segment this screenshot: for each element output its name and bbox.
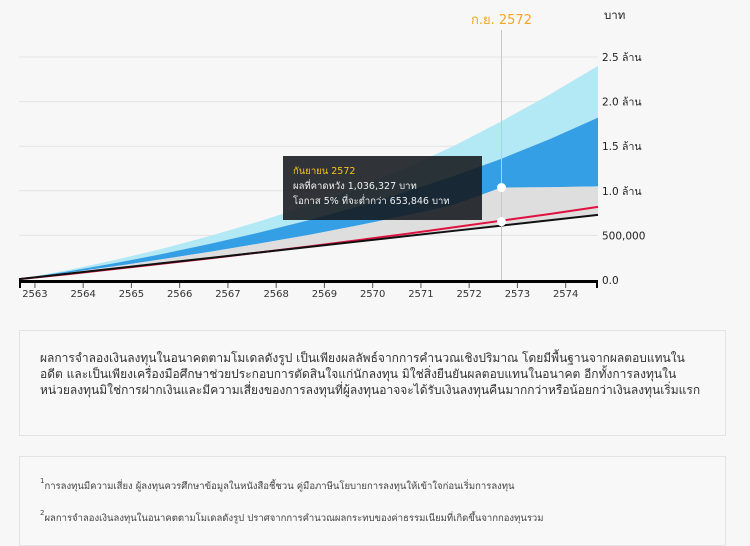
y-tick-label: 0.0: [602, 275, 619, 287]
hover-point-lower: [497, 217, 506, 227]
y-tick-label: 2.0 ล้าน: [602, 97, 642, 109]
y-axis: 0.0 500,000 1.0 ล้าน 1.5 ล้าน 2.0 ล้าน 2.5 ล้…: [602, 8, 645, 287]
x-tick-label: 2566: [167, 289, 192, 300]
x-tick-label: 2569: [312, 289, 337, 300]
x-tick-label: 2574: [553, 289, 578, 300]
footnote-text: ผลการจำลองเงินลงทุนในอนาคตตามโมเดลดังรูป…: [44, 513, 544, 524]
hover-point-expected: [497, 183, 506, 193]
x-tick-label: 2563: [22, 289, 47, 300]
x-tick-label: 2571: [408, 289, 433, 300]
disclaimer-box: ผลการจำลองเงินลงทุนในอนาคตตามโมเดลดังรูป…: [19, 330, 726, 436]
x-tick-label: 2572: [456, 289, 481, 300]
footnote-text: การลงทุนมีความเสี่ยง ผู้ลงทุนควรศึกษาข้อ…: [44, 481, 515, 492]
hover-date-label: ก.ย. 2572: [471, 13, 532, 28]
x-tick-label: 2565: [119, 289, 144, 300]
footnote-mark: 1: [40, 477, 45, 485]
x-tick-label: 2570: [360, 289, 385, 300]
x-tick-label: 2568: [263, 289, 288, 300]
y-tick-label: 1.0 ล้าน: [602, 186, 642, 198]
tooltip-lower-5pct: โอกาส 5% ที่จะต่ำกว่า 653,846 บาท: [293, 196, 450, 207]
y-tick-label: 2.5 ล้าน: [602, 52, 642, 64]
x-tick-label: 2573: [505, 289, 530, 300]
x-tick-label: 2567: [215, 289, 240, 300]
y-axis-unit: บาท: [604, 8, 625, 22]
x-axis: 2563 2564 2565 2566 2567 2568 2569 2570 2571 2572…: [19, 280, 598, 300]
tooltip-expected: ผลที่คาดหวัง 1,036,327 บาท: [293, 181, 417, 192]
y-tick-label: 500,000: [602, 230, 645, 242]
footnote-1: 1การลงทุนมีความเสี่ยง ผู้ลงทุนควรศึกษาข้…: [40, 477, 705, 494]
y-tick-label: 1.5 ล้าน: [602, 141, 642, 153]
footnote-2: 2ผลการจำลองเงินลงทุนในอนาคตตามโมเดลดังรู…: [40, 509, 705, 526]
projection-chart[interactable]: 2563 2564 2565 2566 2567 2568 2569 2570 2571 2572…: [0, 0, 750, 310]
disclaimer-text: ผลการจำลองเงินลงทุนในอนาคตตามโมเดลดังรูป…: [40, 351, 701, 397]
hover-indicator: ก.ย. 2572: [471, 13, 532, 280]
chart-svg[interactable]: 2563 2564 2565 2566 2567 2568 2569 2570 2571 2572…: [0, 0, 750, 310]
tooltip-title: กันยายน 2572: [293, 166, 356, 177]
x-tick-label: 2564: [70, 289, 95, 300]
hover-tooltip: กันยายน 2572 ผลที่คาดหวัง 1,036,327 บาท …: [283, 156, 482, 220]
footnote-mark: 2: [40, 509, 45, 517]
footnotes-box: 1การลงทุนมีความเสี่ยง ผู้ลงทุนควรศึกษาข้…: [19, 456, 726, 546]
